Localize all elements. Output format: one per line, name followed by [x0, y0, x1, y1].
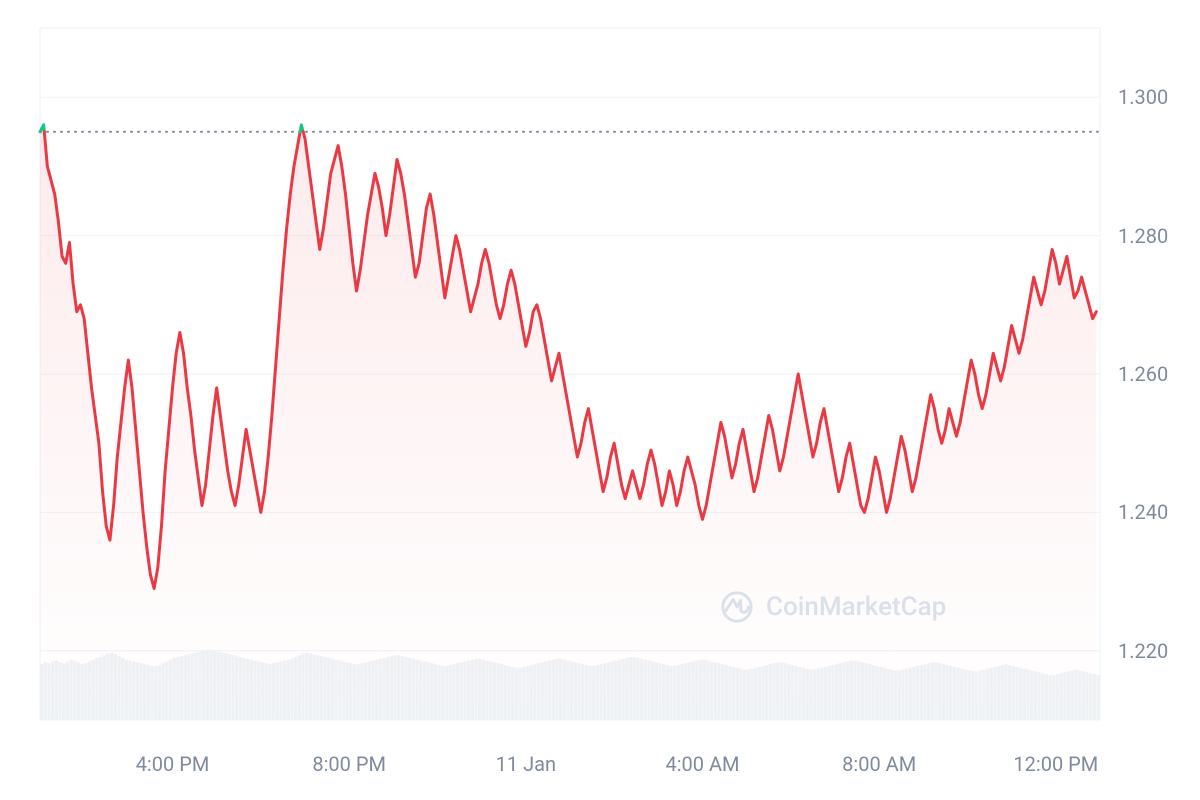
coinmarketcap-logo-icon — [720, 590, 754, 624]
y-axis-label: 1.260 — [1118, 362, 1168, 386]
x-axis-label: 8:00 PM — [312, 752, 386, 776]
chart-svg — [0, 0, 1200, 800]
y-axis-label: 1.300 — [1118, 85, 1168, 109]
watermark-text: CoinMarketCap — [766, 592, 946, 622]
y-axis-label: 1.220 — [1118, 639, 1168, 663]
y-axis-label: 1.280 — [1118, 224, 1168, 248]
x-axis-label: 11 Jan — [496, 752, 556, 776]
x-axis-label: 4:00 PM — [136, 752, 210, 776]
x-axis-label: 4:00 AM — [665, 752, 739, 776]
x-axis-label: 12:00 PM — [1013, 752, 1098, 776]
price-chart: 1.220 1.240 1.260 1.280 1.300 4:00 PM 8:00 PM… — [0, 0, 1200, 800]
y-axis-label: 1.240 — [1118, 500, 1168, 524]
x-axis-label: 8:00 AM — [842, 752, 916, 776]
watermark: CoinMarketCap — [720, 590, 946, 624]
